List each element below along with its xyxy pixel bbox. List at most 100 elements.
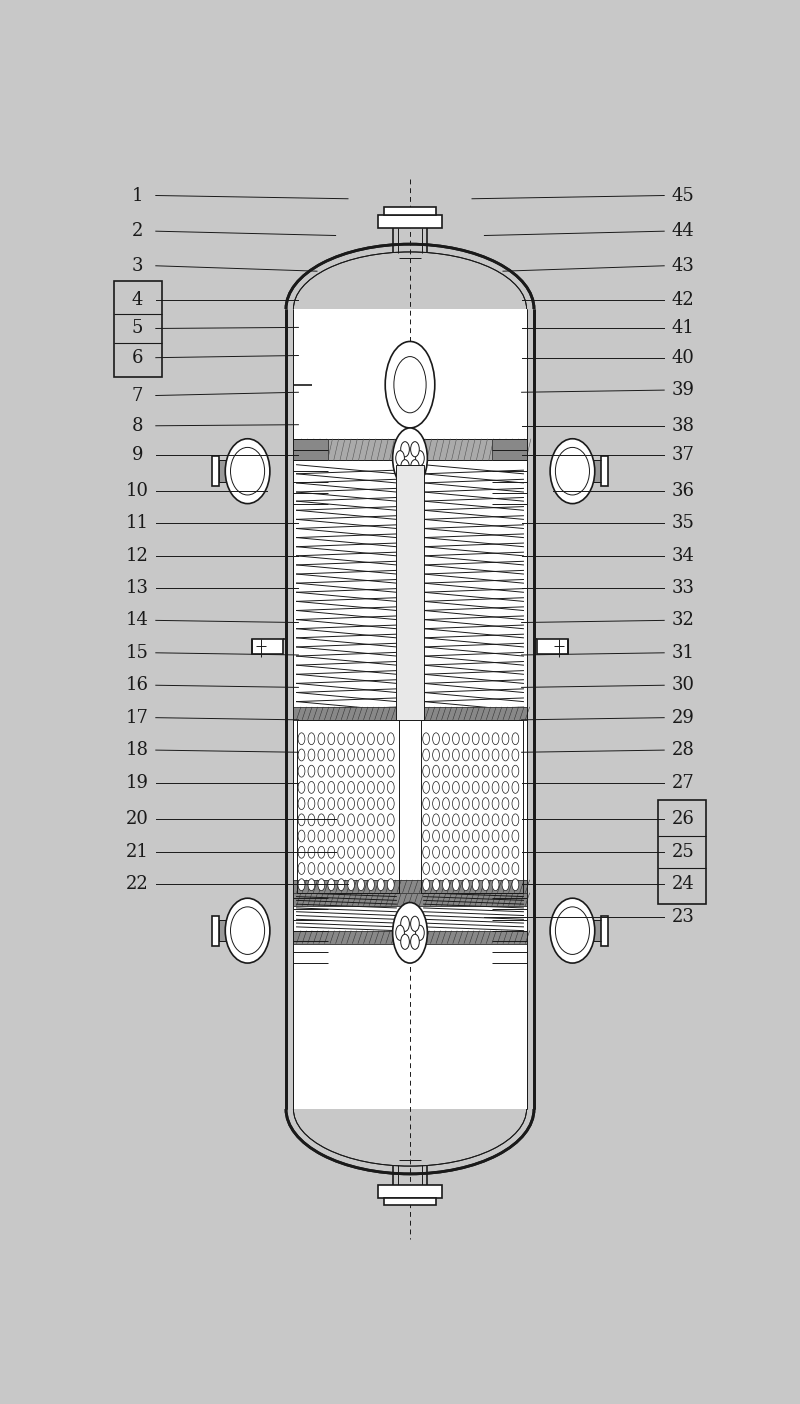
Circle shape (442, 782, 450, 793)
Circle shape (512, 814, 519, 826)
Text: 44: 44 (671, 222, 694, 240)
Circle shape (512, 733, 519, 744)
Text: 25: 25 (671, 842, 694, 861)
Circle shape (387, 748, 394, 761)
Circle shape (298, 733, 305, 744)
Bar (294, 438, 327, 461)
Circle shape (378, 879, 384, 890)
Circle shape (387, 862, 394, 875)
Bar (294, 438, 526, 461)
Circle shape (502, 733, 509, 744)
Circle shape (410, 442, 419, 456)
Circle shape (422, 879, 430, 890)
Circle shape (422, 797, 430, 810)
Ellipse shape (555, 448, 590, 496)
Circle shape (482, 814, 489, 826)
Bar (294, 931, 526, 943)
Circle shape (433, 814, 439, 826)
Circle shape (328, 879, 334, 890)
Circle shape (453, 782, 459, 793)
Circle shape (387, 847, 394, 858)
Circle shape (338, 830, 345, 842)
Bar (294, 880, 526, 893)
Circle shape (472, 814, 479, 826)
Bar (421, 720, 523, 893)
Circle shape (396, 451, 405, 466)
Text: 5: 5 (131, 320, 143, 337)
Bar (601, 456, 609, 486)
Text: 21: 21 (126, 842, 149, 861)
Circle shape (318, 862, 325, 875)
Circle shape (393, 903, 427, 963)
Text: 45: 45 (671, 187, 694, 205)
Circle shape (348, 782, 354, 793)
Circle shape (472, 862, 479, 875)
Circle shape (367, 830, 374, 842)
Circle shape (396, 925, 405, 941)
Circle shape (462, 733, 470, 744)
Text: 15: 15 (126, 644, 149, 661)
Circle shape (472, 847, 479, 858)
Text: 7: 7 (131, 386, 143, 404)
Circle shape (502, 748, 509, 761)
Circle shape (502, 814, 509, 826)
Circle shape (348, 847, 354, 858)
Circle shape (378, 830, 384, 842)
Circle shape (298, 830, 305, 842)
Circle shape (462, 814, 470, 826)
Circle shape (298, 797, 305, 810)
Bar (384, 208, 436, 215)
Ellipse shape (226, 438, 270, 504)
Text: 20: 20 (126, 810, 149, 828)
Text: 28: 28 (671, 741, 694, 760)
Bar (537, 639, 568, 654)
Circle shape (502, 862, 509, 875)
Circle shape (401, 459, 410, 475)
Circle shape (482, 797, 489, 810)
Circle shape (387, 782, 394, 793)
Circle shape (338, 797, 345, 810)
Circle shape (298, 862, 305, 875)
Bar (114, 281, 162, 378)
Circle shape (442, 765, 450, 778)
Text: 8: 8 (131, 417, 143, 435)
Text: 2: 2 (131, 222, 143, 240)
Circle shape (358, 879, 365, 890)
Circle shape (492, 782, 499, 793)
Circle shape (367, 733, 374, 744)
Bar (294, 893, 526, 906)
Circle shape (318, 814, 325, 826)
Circle shape (502, 782, 509, 793)
Bar (294, 720, 526, 893)
Text: 40: 40 (671, 348, 694, 366)
Bar (378, 1185, 442, 1198)
Circle shape (433, 748, 439, 761)
Circle shape (298, 765, 305, 778)
Ellipse shape (230, 448, 265, 496)
Circle shape (308, 733, 315, 744)
Circle shape (512, 830, 519, 842)
Text: 22: 22 (126, 875, 149, 893)
Circle shape (492, 847, 499, 858)
Circle shape (318, 797, 325, 810)
Bar (378, 215, 442, 227)
Text: 37: 37 (671, 446, 694, 463)
Circle shape (378, 862, 384, 875)
Circle shape (472, 748, 479, 761)
Circle shape (367, 748, 374, 761)
Circle shape (492, 733, 499, 744)
Circle shape (367, 797, 374, 810)
Circle shape (308, 797, 315, 810)
Circle shape (462, 765, 470, 778)
Circle shape (318, 879, 325, 890)
Circle shape (387, 765, 394, 778)
Circle shape (442, 862, 450, 875)
Circle shape (358, 733, 365, 744)
Circle shape (462, 879, 470, 890)
Text: 33: 33 (671, 578, 694, 597)
Circle shape (410, 934, 419, 949)
Circle shape (433, 879, 439, 890)
Ellipse shape (550, 438, 594, 504)
Circle shape (472, 879, 479, 890)
Circle shape (482, 782, 489, 793)
